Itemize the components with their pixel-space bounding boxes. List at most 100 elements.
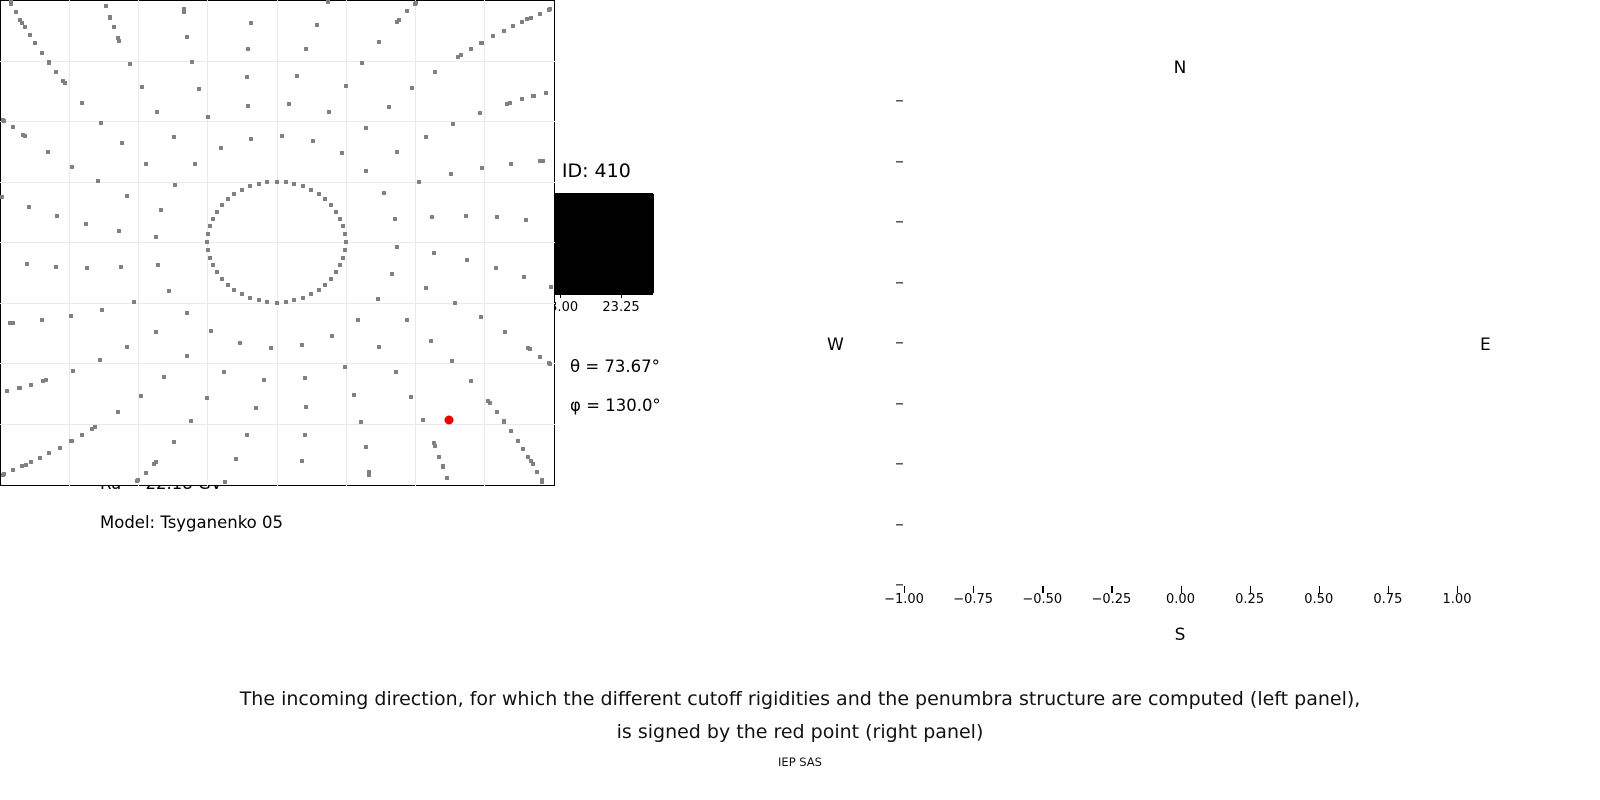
sky-direction-dot [405,9,410,14]
sky-direction-dot [519,97,524,102]
sky-direction-dot [26,204,31,209]
sky-gridline-vertical [138,0,140,486]
sky-y-tick-mark [896,463,903,465]
sky-direction-dot [441,465,446,470]
sky-direction-dot [377,39,382,44]
sky-direction-dot [8,321,13,326]
sky-direction-dot [13,9,18,14]
sky-x-tick-mark [1249,586,1251,593]
sky-direction-dot [392,217,397,222]
sky-direction-dot [85,265,90,270]
sky-x-tick-mark [1180,586,1182,593]
compass-label-north: N [1173,58,1187,78]
sky-direction-dot [151,462,156,467]
sky-direction-dot [11,320,16,325]
sky-direction-dot [504,102,509,107]
sky-direction-dot [54,213,59,218]
sky-direction-dot [494,215,499,220]
sky-x-tick-mark [1042,586,1044,593]
sky-direction-dot [397,17,402,22]
sky-direction-dot [134,479,139,484]
sky-direction-dot [537,11,542,16]
sky-direction-dot [421,418,426,423]
sky-y-tick-mark [896,281,903,284]
sky-direction-dot [188,419,193,424]
sky-direction-dot [394,150,399,155]
sky-direction-dot [20,132,25,137]
sky-direction-dot [423,286,428,291]
sky-direction-dot [69,164,74,169]
sky-y-tick-mark [896,160,903,163]
sky-direction-dot [99,307,104,312]
sky-direction-dot [327,109,332,114]
theta-value: θ = 73.67° [570,357,660,376]
sky-direction-dot [69,313,74,318]
sky-direction-dot [237,340,242,345]
sky-direction-dot [408,394,413,399]
sky-direction-dot [248,136,253,141]
sky-direction-dot [343,247,348,252]
sky-direction-dot [479,315,484,320]
sky-direction-dot [172,182,177,187]
sky-direction-dot [46,60,51,65]
sky-direction-dot [239,292,244,297]
sky-direction-dot [256,181,261,186]
sky-direction-dot [24,462,28,467]
sky-direction-dot [79,433,84,438]
sky-direction-dot [283,299,288,304]
sky-direction-dot [535,470,540,475]
sky-direction-dot [323,282,328,287]
sky-direction-dot [524,17,529,22]
sky-direction-dot [143,470,148,475]
penumbra-x-tick-label: 23.25 [602,300,640,315]
sky-direction-dot [29,460,34,465]
sky-direction-dot [181,6,186,11]
sky-direction-dot [245,103,250,108]
sky-direction-dot [197,86,202,91]
sky-x-tick-label: 0.75 [1373,592,1403,607]
sky-direction-dot [414,0,419,5]
sky-direction-dot [525,454,530,459]
sky-direction-dot [537,159,542,163]
sky-direction-dot [509,429,514,434]
sky-direction-dot [299,458,304,463]
sky-x-tick-label: −1.00 [884,592,924,607]
sky-direction-dot [138,393,143,398]
sky-direction-dot [452,300,457,305]
selected-direction-marker[interactable] [444,415,454,425]
sky-direction-dot [433,444,438,449]
model-value: Model: Tsyganenko 05 [100,513,284,532]
sky-direction-dot [2,472,7,477]
sky-direction-dot [171,440,176,445]
sky-direction-dot [283,180,288,185]
sky-direction-dot [9,1,14,6]
sky-direction-dot [286,101,291,106]
sky-direction-dot [225,197,230,202]
sky-x-tick-mark [1111,586,1113,593]
sky-direction-dot [38,455,43,460]
sky-direction-dot [274,300,279,305]
sky-direction-dot [303,405,308,410]
sky-x-tick-label: 0.00 [1166,592,1195,607]
sky-direction-dot [343,83,348,88]
sky-direction-dot [510,24,515,29]
sky-direction-dot [115,35,120,40]
sky-map-panel: N S W E −1.00 −0.75 −0.50 −0.25 0.00 0.25 0.50… [0,0,1491,645]
sky-direction-dot [39,50,44,55]
sky-direction-dot [463,214,468,219]
sky-direction-dot [376,297,381,302]
sky-direction-dot [167,288,172,293]
sky-direction-dot [515,439,520,444]
sky-direction-dot [62,81,67,86]
sky-direction-dot [184,354,189,359]
sky-direction-dot [456,54,461,59]
sky-direction-dot [300,295,305,300]
sky-direction-dot [23,25,28,30]
sky-direction-dot [232,287,237,292]
sky-direction-dot [341,224,346,229]
sky-direction-dot [314,23,319,28]
sky-direction-dot [430,214,435,219]
sky-direction-dot [79,101,84,106]
sky-direction-dot [423,135,428,140]
sky-direction-dot [367,473,372,478]
